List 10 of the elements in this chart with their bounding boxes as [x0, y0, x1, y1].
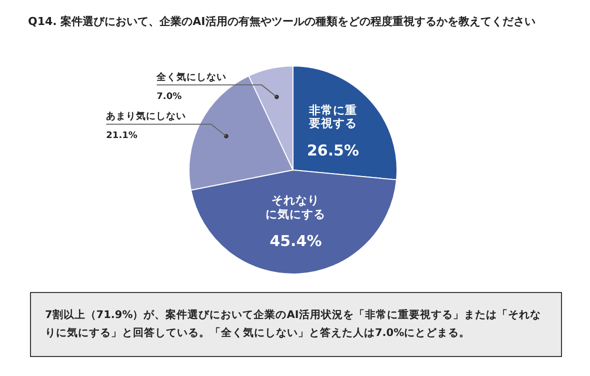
data-label: 21.1% [106, 131, 138, 142]
text: 7割以上（71.9%）が、案件選びにおいて企業のAI活用状況を「非常に重要視する」または「それなりに気にする」と回答している。「全く気にしない」と答えた人は7.0%にとどまる。 [30, 292, 562, 357]
data-label: 26.5% [306, 142, 360, 160]
slice-label: 非常に重要視する [308, 102, 358, 132]
slice-label: それなりに気にする [264, 193, 327, 222]
chart-title: Q14. 案件選びにおいて、企業のAI活用の有無やツールの種類をどの程度重視するかを教えてください [28, 14, 536, 29]
data-label: 7.0% [156, 92, 182, 102]
slice-label: 全く気にしない [156, 70, 227, 83]
slice-label: あまり気にしない [106, 110, 186, 122]
data-label: 45.4% [270, 232, 322, 250]
